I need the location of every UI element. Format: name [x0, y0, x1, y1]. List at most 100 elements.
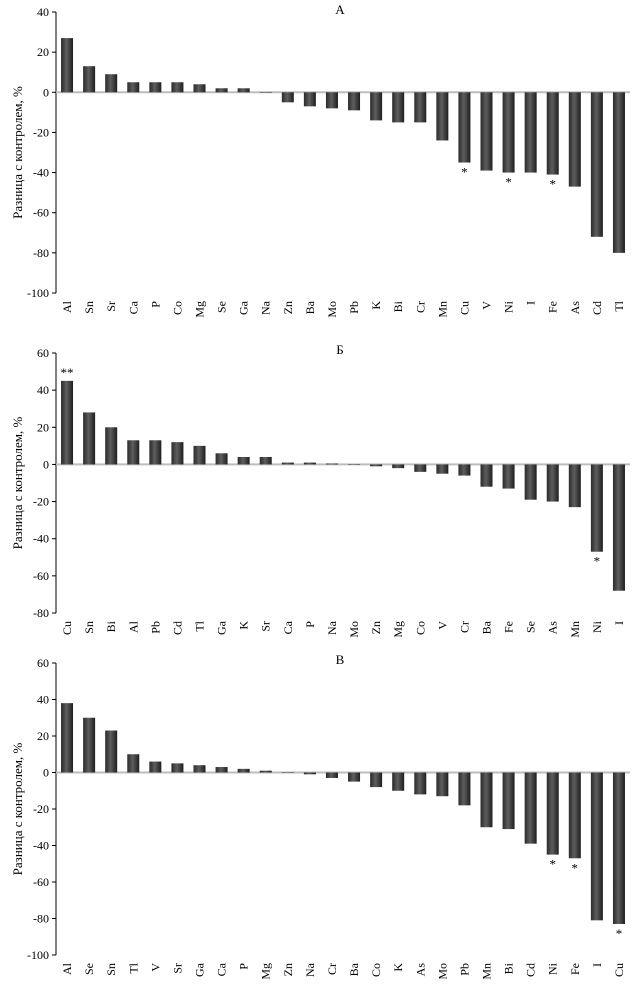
y-tick-label: 40	[37, 693, 49, 707]
bar-Ba	[348, 772, 361, 782]
category-label-Ga: Ga	[237, 300, 251, 315]
bar-V	[149, 761, 162, 773]
bar-Tl	[612, 92, 625, 253]
y-tick-label: -20	[33, 495, 49, 509]
category-label-Cd: Cd	[590, 301, 604, 315]
bar-Ca	[127, 82, 140, 93]
bar-Tl	[193, 445, 206, 465]
y-tick-label: 0	[43, 457, 49, 471]
bar-Na	[325, 463, 338, 465]
y-axis-label: Разница с контролем, %	[10, 417, 25, 550]
bar-Mn	[568, 464, 581, 508]
bar-Al	[127, 440, 140, 465]
y-axis-label: Разница с контролем, %	[10, 86, 25, 219]
bar-Sr	[259, 457, 272, 465]
category-label-Cd: Cd	[170, 621, 184, 635]
category-label-Mn: Mn	[480, 963, 494, 980]
category-label-Bi: Bi	[391, 300, 405, 312]
bar-Ga	[193, 765, 206, 773]
bar-chart-c: В Разница с контролем, % 60 40 20 0 -20 -40 -60 -…	[10, 652, 630, 980]
bar-Co	[370, 772, 383, 788]
bar-Ni	[590, 464, 603, 552]
category-label-I: I	[524, 301, 538, 305]
bar-Fe	[546, 92, 559, 175]
bar-As	[546, 464, 559, 502]
bar-Mg	[193, 84, 206, 93]
bar-Ca	[281, 462, 294, 465]
bar-Ca	[215, 767, 228, 773]
category-label-K: K	[369, 301, 383, 310]
category-label-Ca: Ca	[126, 300, 140, 314]
category-label-Fe: Fe	[568, 963, 582, 975]
category-label-Cu: Cu	[612, 963, 626, 977]
category-label-K: K	[237, 621, 251, 630]
category-label-Tl: Tl	[612, 300, 626, 311]
bar-Mn	[436, 92, 449, 141]
category-label-Pb: Pb	[457, 963, 471, 976]
bar-Pb	[348, 92, 361, 111]
category-label-I: I	[590, 963, 604, 967]
bar-K	[392, 772, 405, 791]
y-tick-label: 60	[37, 656, 49, 670]
bar-Bi	[502, 772, 515, 830]
category-label-Mo: Mo	[435, 963, 449, 980]
category-label-Na: Na	[259, 300, 273, 315]
category-label-Ba: Ba	[347, 962, 361, 976]
y-tick-label: -40	[33, 166, 49, 180]
y-tick-label: 20	[37, 45, 49, 59]
category-label-Sr: Sr	[259, 621, 273, 632]
category-label-Bi: Bi	[104, 620, 118, 632]
category-label-Mn: Mn	[568, 621, 582, 638]
y-tick-label: -60	[33, 875, 49, 889]
category-label-Mo: Mo	[325, 301, 339, 318]
bar-Se	[215, 88, 228, 93]
category-label-Na: Na	[325, 620, 339, 635]
y-tick-label: 0	[43, 85, 49, 99]
bar-Cu	[61, 380, 74, 465]
bar-I	[524, 92, 537, 173]
bar-V	[436, 464, 449, 474]
category-label-Co: Co	[413, 621, 427, 635]
bar-Zn	[281, 92, 294, 103]
bar-Zn	[281, 772, 294, 773]
chart-panel-b: Б Разница с контролем, % 60 40 20 0 -20 -40 -60 -…	[0, 340, 640, 660]
category-label-Bi: Bi	[502, 962, 516, 974]
bar-Cu	[458, 92, 471, 163]
category-label-Mo: Mo	[347, 621, 361, 638]
y-axis-label: Разница с контролем, %	[10, 743, 25, 876]
y-tick-label: -80	[33, 246, 49, 260]
category-label-V: V	[435, 621, 449, 630]
significance-marker: *	[549, 857, 556, 872]
y-tick-label: 20	[37, 420, 49, 434]
bar-Cr	[325, 772, 338, 778]
category-label-Cd: Cd	[524, 963, 538, 977]
y-tick-label: 40	[37, 383, 49, 397]
y-tick-label: -60	[33, 569, 49, 583]
category-label-Na: Na	[303, 962, 317, 977]
bar-Se	[83, 717, 96, 773]
bar-Sr	[105, 74, 118, 93]
category-label-Ga: Ga	[193, 962, 207, 977]
significance-marker: *	[549, 177, 556, 192]
bar-Tl	[127, 754, 140, 773]
category-label-Mn: Mn	[435, 301, 449, 318]
bar-Zn	[370, 464, 383, 467]
y-tick-label: 60	[37, 346, 49, 360]
category-label-Ni: Ni	[546, 962, 560, 975]
significance-marker: *	[594, 554, 601, 569]
category-label-Cr: Cr	[325, 963, 339, 975]
category-label-Mg: Mg	[391, 621, 405, 638]
category-label-V: V	[480, 301, 494, 310]
bar-Al	[61, 38, 74, 93]
bar-Ni	[502, 92, 515, 173]
bar-Ba	[303, 92, 316, 107]
bar-Cu	[612, 772, 625, 924]
bar-Bi	[392, 92, 405, 123]
y-tick-label: -80	[33, 912, 49, 926]
category-label-Co: Co	[369, 963, 383, 977]
category-label-Sn: Sn	[82, 621, 96, 634]
bar-Cd	[171, 442, 184, 465]
category-label-Ca: Ca	[281, 620, 295, 634]
bar-Sn	[83, 412, 96, 465]
y-tick-label: -100	[27, 286, 49, 300]
